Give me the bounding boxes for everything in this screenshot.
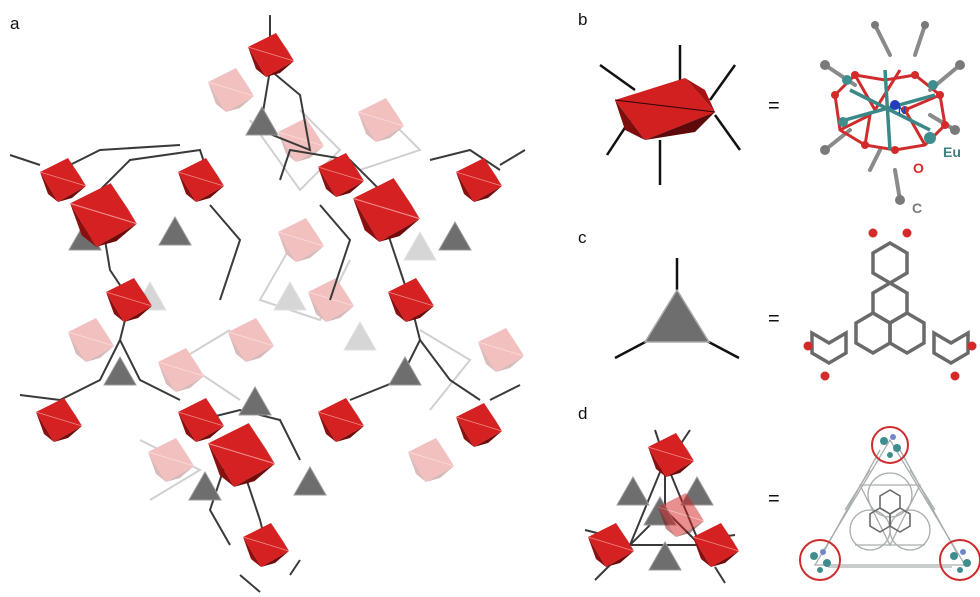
panel-label-c: c xyxy=(578,228,587,247)
equals-sign-c: = xyxy=(768,308,780,330)
panel-label-a: a xyxy=(10,14,20,33)
panel-label-d: d xyxy=(578,404,588,423)
cage-cluster-left xyxy=(799,539,841,581)
atom-label-n: N xyxy=(898,105,906,117)
tetrahedral-cage-icon xyxy=(584,429,740,584)
atom-label-o: O xyxy=(913,160,924,176)
cage-wireframe-model xyxy=(799,426,980,581)
framework-octahedra xyxy=(35,32,503,568)
atom-label-eu: Eu xyxy=(943,144,961,160)
triphenylene-linker-model xyxy=(803,228,977,381)
panel-label-b: b xyxy=(578,10,588,29)
ball-and-stick-model-icon xyxy=(820,21,965,205)
cage-cluster-top xyxy=(871,426,909,464)
equals-sign-b: = xyxy=(768,95,780,117)
cage-cluster-right xyxy=(939,539,980,581)
atom-label-c: C xyxy=(912,200,922,216)
triangle-linker-icon xyxy=(614,258,740,360)
equals-sign-d: = xyxy=(768,488,780,510)
eu-octahedron-icon xyxy=(599,45,742,185)
framework-structure xyxy=(9,15,526,593)
framework-back-layer xyxy=(67,67,525,501)
